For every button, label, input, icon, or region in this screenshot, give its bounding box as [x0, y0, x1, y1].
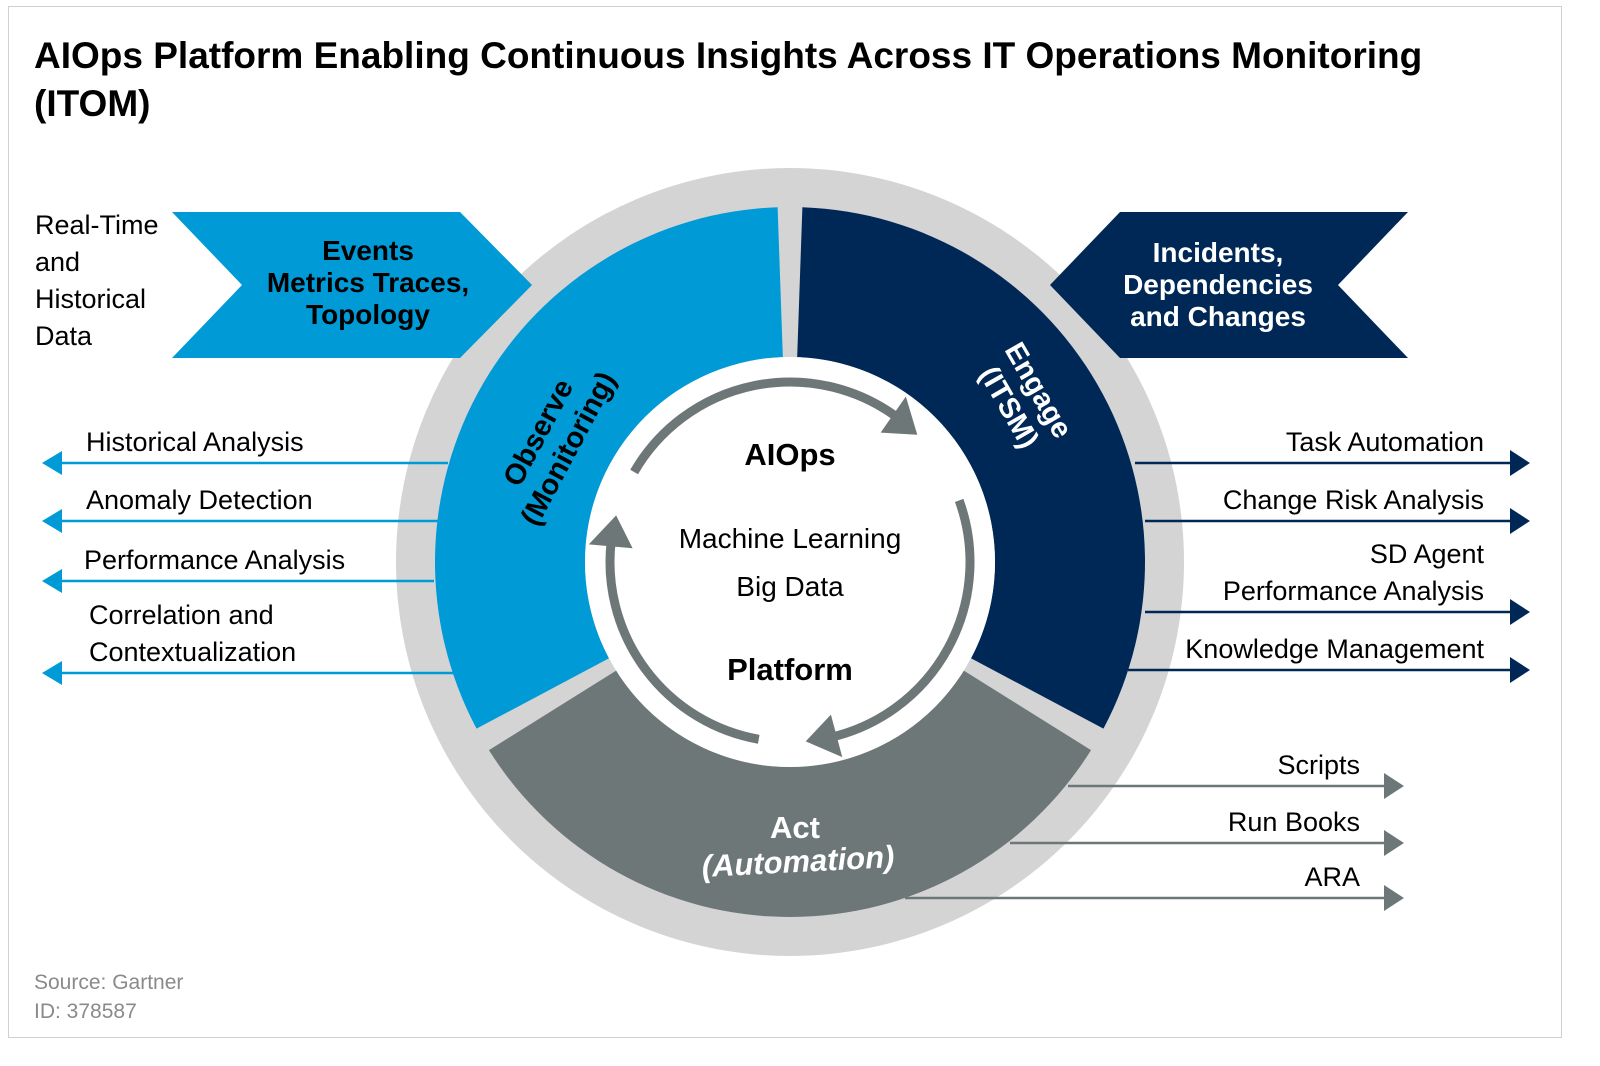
output-label: Contextualization: [89, 637, 296, 667]
right-chevron-line: and Changes: [1130, 301, 1306, 332]
act-output-label: Scripts: [1277, 750, 1360, 780]
arrowhead-left-icon: [42, 451, 62, 475]
output-label: Correlation and: [89, 600, 274, 630]
cycle-arrowhead: [880, 396, 918, 435]
output-label: SD Agent: [1370, 539, 1485, 569]
arrowhead-right-icon: [1510, 450, 1530, 476]
source-id: ID: 378587: [34, 1000, 137, 1023]
right-chevron-line: Incidents,: [1153, 237, 1284, 268]
center-line-1: Machine Learning: [679, 523, 902, 554]
arrowhead-right-icon: [1510, 599, 1530, 625]
output-label: Performance Analysis: [1223, 576, 1484, 606]
cycle-arrowhead: [588, 515, 633, 549]
arrowhead-right-icon: [1384, 885, 1404, 911]
output-label: Change Risk Analysis: [1223, 485, 1484, 515]
engage-segment: [797, 207, 1145, 729]
cycle-arrow: [605, 539, 760, 744]
arrowhead-left-icon: [42, 569, 62, 593]
left-label-line: Real-Time: [35, 210, 159, 240]
cycle-arrowhead: [805, 714, 843, 758]
cycle-arrow: [630, 377, 902, 475]
center-line-2: Big Data: [736, 571, 844, 602]
input-chevron-right: [1050, 212, 1408, 358]
left-label-line: Historical: [35, 284, 146, 314]
output-label: Task Automation: [1286, 427, 1484, 457]
source-line: Source: Gartner: [34, 971, 184, 994]
arrowhead-right-icon: [1384, 830, 1404, 856]
output-label: Historical Analysis: [86, 427, 304, 457]
left-chevron-line: Events: [322, 235, 414, 266]
act-output-label: Run Books: [1228, 807, 1360, 837]
left-chevron-line: Topology: [306, 299, 430, 330]
arrowhead-right-icon: [1510, 508, 1530, 534]
source-note: Source: Gartner ID: 378587: [34, 968, 183, 1026]
arrowhead-left-icon: [42, 509, 62, 533]
left-label-line: and: [35, 247, 80, 277]
center-title: AIOps: [744, 437, 835, 472]
figure-title: AIOps Platform Enabling Continuous Insig…: [34, 35, 1423, 124]
observe-segment: [434, 207, 783, 729]
act-segment: [488, 670, 1092, 917]
figure-frame: [8, 6, 1562, 1038]
left-label-line: Data: [35, 321, 93, 351]
act-output-label: ARA: [1304, 862, 1360, 892]
cycle-arrow: [829, 498, 975, 742]
arrowhead-right-icon: [1510, 657, 1530, 683]
arrowhead-left-icon: [42, 661, 62, 685]
left-chevron-line: Metrics Traces,: [267, 267, 469, 298]
center-footer: Platform: [727, 652, 853, 687]
platform-core: [585, 357, 995, 767]
right-chevron-line: Dependencies: [1123, 269, 1313, 300]
output-label: Performance Analysis: [84, 545, 345, 575]
output-label: Knowledge Management: [1185, 634, 1484, 664]
input-chevron-left: [172, 212, 532, 358]
arrowhead-right-icon: [1384, 773, 1404, 799]
act-label: Act: [770, 810, 820, 845]
output-label: Anomaly Detection: [86, 485, 313, 515]
